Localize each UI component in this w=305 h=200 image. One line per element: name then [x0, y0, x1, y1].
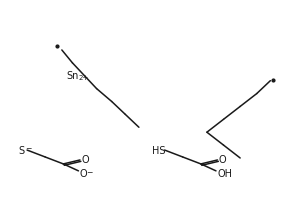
Text: −: −	[25, 143, 31, 152]
Text: O: O	[81, 154, 89, 164]
Text: O: O	[219, 154, 227, 164]
Text: −: −	[87, 168, 93, 177]
Text: OH: OH	[218, 168, 233, 178]
Text: Sn: Sn	[66, 70, 79, 80]
Text: O: O	[80, 168, 88, 178]
Text: 2+: 2+	[78, 74, 89, 80]
Text: HS: HS	[152, 145, 166, 155]
Text: S: S	[18, 145, 24, 155]
